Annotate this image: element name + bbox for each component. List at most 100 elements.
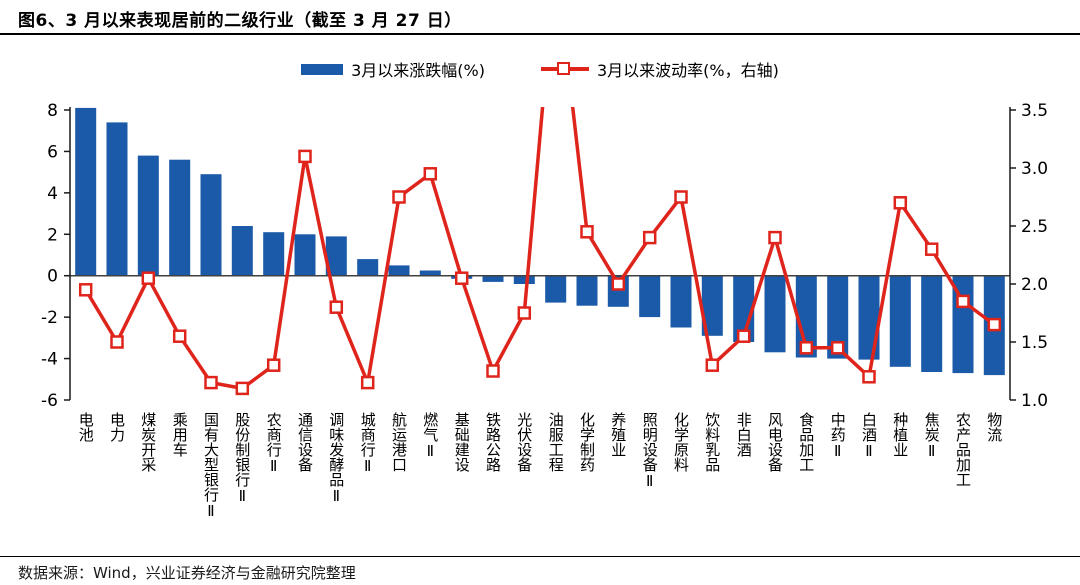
line-legend-label: 3月以来波动率(%，右轴) xyxy=(597,61,779,80)
bar-调味发酵品Ⅱ xyxy=(325,236,347,276)
line-marker-农商行Ⅱ xyxy=(266,358,281,372)
x-axis-label: 基础建设 xyxy=(452,412,471,472)
line-marker-铁路公路 xyxy=(486,364,500,378)
line-marker-股份制银行Ⅱ xyxy=(235,381,250,396)
x-axis-label: 种植业 xyxy=(891,412,910,457)
line-marker-饮料乳品 xyxy=(705,358,720,372)
line-marker-种植业 xyxy=(893,196,908,210)
x-axis-label: 中药Ⅱ xyxy=(828,412,847,460)
x-axis-label: 化学制药 xyxy=(578,412,596,472)
bar-电力 xyxy=(106,122,128,276)
y-axis-left-tick-label: 8 xyxy=(47,101,58,121)
x-axis-label: 油服工程 xyxy=(546,412,565,472)
bar-国有大型银行Ⅱ xyxy=(200,174,222,276)
bar-煤炭开采 xyxy=(137,155,159,276)
x-axis-label: 股份制银行Ⅱ xyxy=(233,412,252,505)
line-marker-非白酒 xyxy=(736,329,751,343)
bar-航运港口 xyxy=(388,265,410,276)
bar-电池 xyxy=(75,107,97,276)
y-axis-right-tick-label: 1.5 xyxy=(1021,333,1048,353)
line-marker-白酒Ⅱ xyxy=(862,370,876,384)
bar-焦炭Ⅱ xyxy=(921,275,943,372)
line-marker-燃气Ⅱ xyxy=(423,167,438,181)
title-divider xyxy=(0,33,1080,35)
x-axis-label: 国有大型银行Ⅱ xyxy=(202,412,220,520)
y-axis-left-tick-label: 6 xyxy=(47,142,58,162)
x-axis-label: 城商行Ⅱ xyxy=(358,412,377,475)
x-axis-label: 照明设备Ⅱ xyxy=(640,412,659,490)
bar-legend-swatch xyxy=(301,63,344,75)
x-axis-label: 电池 xyxy=(76,412,95,442)
combo-chart: 8 6 4 2 0 -2 -4 -6 3.5 3.0 2.5 2.0 1.5 1.0 xyxy=(41,101,1048,411)
legend-item-bar: 3月以来涨跌幅(%) xyxy=(301,57,485,81)
bar-白酒Ⅱ xyxy=(858,275,880,360)
x-axis-label: 物流 xyxy=(985,412,1004,442)
bar-照明设备Ⅱ xyxy=(639,275,661,318)
x-axis-label: 养殖业 xyxy=(609,412,628,457)
line-marker-中药Ⅱ xyxy=(830,341,845,355)
x-axis-label: 航运港口 xyxy=(390,412,408,472)
x-axis-label: 光伏设备 xyxy=(515,412,534,472)
bar-铁路公路 xyxy=(482,275,504,282)
bar-城商行Ⅱ xyxy=(357,259,379,276)
line-marker-焦炭Ⅱ xyxy=(924,242,939,256)
bar-燃气Ⅱ xyxy=(419,270,441,276)
y-axis-right-tick-label: 1.0 xyxy=(1021,391,1048,411)
bar-乘用车 xyxy=(169,159,191,276)
y-axis-left-tick-label: 0 xyxy=(47,267,58,287)
x-axis-label: 饮料乳品 xyxy=(703,412,722,472)
x-axis-label: 食品加工 xyxy=(797,412,816,472)
x-axis-label: 通信设备 xyxy=(296,412,314,472)
y-axis-left-tick-label: 4 xyxy=(47,184,58,204)
line-marker-光伏设备 xyxy=(517,306,532,320)
bar-风电设备 xyxy=(764,275,786,353)
line-legend-swatch xyxy=(541,62,589,75)
y-axis-left-tick-label: -2 xyxy=(41,308,58,328)
bar-通信设备 xyxy=(294,234,316,276)
x-axis-label: 电力 xyxy=(108,412,126,442)
y-axis-left-tick-label: -4 xyxy=(41,350,58,370)
x-axis-label: 铁路公路 xyxy=(484,412,502,472)
x-axis-label: 白酒Ⅱ xyxy=(860,412,878,460)
line-marker-农产品加工 xyxy=(956,294,970,309)
bar-种植业 xyxy=(889,275,911,367)
line-marker-食品加工 xyxy=(799,341,814,355)
x-axis-label: 调味发酵品Ⅱ xyxy=(327,412,346,505)
line-marker-化学原料 xyxy=(674,190,688,204)
x-axis-label: 乘用车 xyxy=(170,412,189,457)
source-note: 数据来源：Wind，兴业证券经济与金融研究院整理 xyxy=(18,564,356,582)
x-axis-label: 农商行Ⅱ xyxy=(264,412,283,475)
x-axis-label: 非白酒 xyxy=(734,412,753,457)
y-axis-left-tick-label: 2 xyxy=(47,225,58,245)
line-marker-城商行Ⅱ xyxy=(360,375,375,390)
line-marker-调味发酵品Ⅱ xyxy=(329,300,344,314)
bar-农商行Ⅱ xyxy=(263,232,285,276)
footer-divider xyxy=(0,556,1080,557)
line-marker-煤炭开采 xyxy=(141,271,156,285)
volatility-line xyxy=(83,107,997,391)
bar-油服工程 xyxy=(545,275,567,303)
legend-item-line: 3月以来波动率(%，右轴) xyxy=(541,57,779,81)
y-axis-right-tick-label: 3.0 xyxy=(1021,159,1048,179)
line-marker-养殖业 xyxy=(611,277,626,291)
line-marker-风电设备 xyxy=(768,230,782,245)
x-axis-label: 煤炭开采 xyxy=(139,412,158,472)
x-axis-label: 农产品加工 xyxy=(954,412,972,487)
line-marker-通信设备 xyxy=(298,149,312,164)
bar-光伏设备 xyxy=(513,275,535,284)
volatility-line-group xyxy=(83,107,997,391)
line-marker-物流 xyxy=(987,317,1002,332)
bar-化学制药 xyxy=(576,275,598,306)
y-axis-right-tick-label: 2.5 xyxy=(1021,217,1048,237)
bar-中药Ⅱ xyxy=(827,275,849,359)
line-marker-航运港口 xyxy=(392,190,406,204)
bar-股份制银行Ⅱ xyxy=(231,226,253,276)
line-marker-电池 xyxy=(78,283,93,297)
bar-食品加工 xyxy=(795,275,817,358)
line-marker-化学制药 xyxy=(580,225,594,239)
x-axis-label: 燃气Ⅱ xyxy=(421,412,440,460)
line-marker-乘用车 xyxy=(172,329,187,343)
chart-title: 图6、3 月以来表现居前的二级行业（截至 3 月 27 日） xyxy=(18,11,462,31)
line-marker-照明设备Ⅱ xyxy=(642,230,657,245)
